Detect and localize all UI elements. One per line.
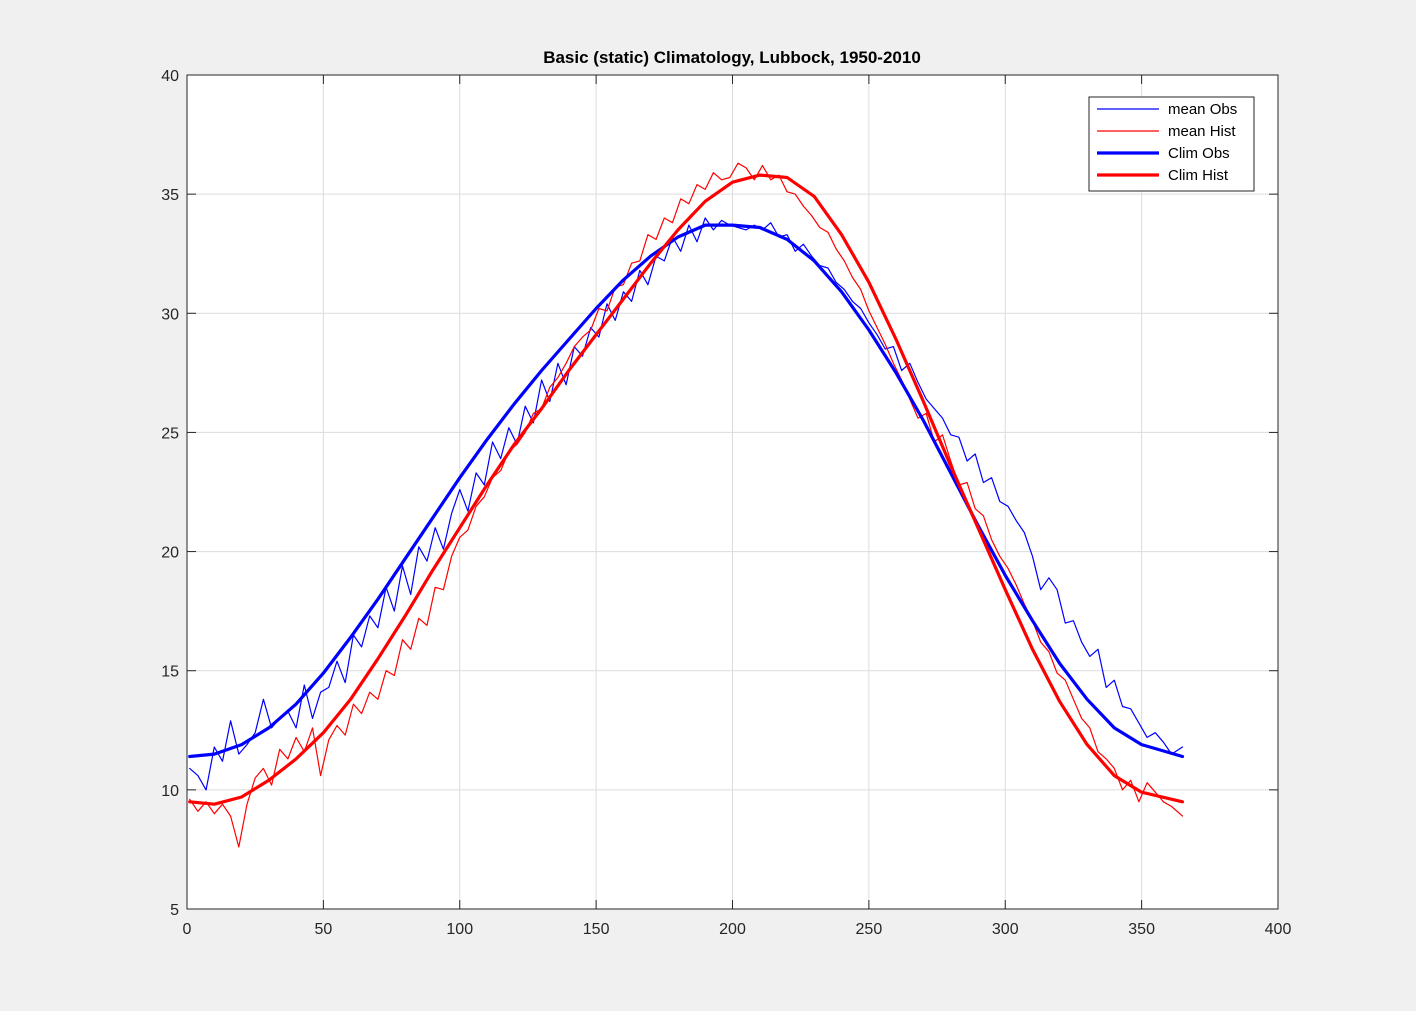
series-line-mean-hist xyxy=(189,162,1184,848)
chart-title: Basic (static) Climatology, Lubbock, 195… xyxy=(543,48,921,67)
y-tick-label: 20 xyxy=(161,545,179,562)
x-tick-label: 250 xyxy=(856,921,883,938)
y-tick-label: 15 xyxy=(161,664,179,681)
x-tick-labels: 0 50 100 150 200 250 300 350 400 xyxy=(183,921,1292,938)
x-tick-label: 400 xyxy=(1265,921,1292,938)
y-tick-label: 40 xyxy=(161,68,179,85)
x-tick-label: 300 xyxy=(992,921,1019,938)
y-tick-labels: 5 10 15 20 25 30 35 40 xyxy=(161,68,179,919)
series-line-clim-hist xyxy=(188,173,1185,806)
grid-lines xyxy=(187,75,1278,909)
series-layer xyxy=(188,162,1185,848)
legend: mean Obs mean Hist Clim Obs Clim Hist xyxy=(1088,96,1255,192)
x-tick-label: 50 xyxy=(314,921,332,938)
series-line-mean-obs xyxy=(189,217,1184,791)
y-tick-label: 10 xyxy=(161,783,179,800)
x-tick-label: 100 xyxy=(446,921,473,938)
tick-marks xyxy=(186,74,1279,910)
legend-label-mean-obs: mean Obs xyxy=(1168,101,1237,118)
legend-label-clim-hist: Clim Hist xyxy=(1168,167,1229,184)
x-tick-label: 0 xyxy=(183,921,192,938)
y-tick-label: 30 xyxy=(161,306,179,323)
y-tick-label: 35 xyxy=(161,187,179,204)
y-tick-label: 25 xyxy=(161,425,179,442)
y-tick-label: 5 xyxy=(170,902,179,919)
series-line-clim-obs xyxy=(188,223,1185,759)
legend-label-mean-hist: mean Hist xyxy=(1168,123,1236,140)
x-tick-label: 150 xyxy=(583,921,610,938)
x-tick-label: 200 xyxy=(719,921,746,938)
legend-label-clim-obs: Clim Obs xyxy=(1168,145,1230,162)
x-tick-label: 350 xyxy=(1128,921,1155,938)
